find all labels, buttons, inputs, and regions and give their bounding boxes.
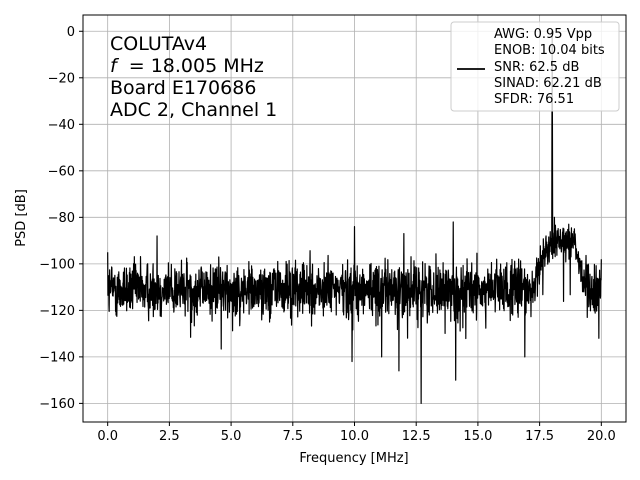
x-tick-label: 5.0 (221, 429, 242, 444)
x-tick-label: 10.0 (340, 429, 369, 444)
tick-layer: 0.0 2.5 5.0 7.5 10.0 12.5 15.0 17.5 20.0 0 −20 −40 −… (39, 25, 616, 444)
annotation-frequency: = 18.005 MHz (129, 55, 264, 77)
y-tick-label: −80 (48, 211, 75, 226)
annotation-block: COLUTAv4 f = 18.005 MHz Board E170686 AD… (110, 33, 277, 121)
annotation-line-2: f = 18.005 MHz (110, 55, 264, 77)
y-tick-label: −120 (39, 304, 75, 319)
x-tick-label: 15.0 (463, 429, 492, 444)
legend-line-5: SFDR: 76.51 (494, 92, 574, 107)
legend-line-4: SINAD: 62.21 dB (494, 76, 602, 91)
annotation-line-3: Board E170686 (110, 77, 256, 99)
annotation-line-4: ADC 2, Channel 1 (110, 99, 277, 121)
legend: AWG: 0.95 Vpp ENOB: 10.04 bits SNR: 62.5… (450, 21, 620, 112)
x-tick-label: 0.0 (97, 429, 118, 444)
x-tick-label: 7.5 (282, 429, 303, 444)
legend-line-2: ENOB: 10.04 bits (494, 43, 605, 58)
annotation-line-1: COLUTAv4 (110, 33, 207, 55)
legend-line-3: SNR: 62.5 dB (494, 60, 579, 75)
y-tick-label: −160 (39, 397, 75, 412)
y-tick-label: −100 (39, 257, 75, 272)
x-tick-label: 2.5 (159, 429, 180, 444)
y-tick-label: −40 (48, 118, 75, 133)
y-tick-label: −60 (48, 164, 75, 179)
x-tick-label: 12.5 (402, 429, 431, 444)
x-tick-label: 17.5 (525, 429, 554, 444)
psd-series-line (107, 30, 602, 404)
y-tick-label: 0 (67, 25, 75, 40)
legend-box (450, 21, 620, 112)
annotation-italic-f: f (110, 55, 120, 77)
x-axis-label: Frequency [MHz] (299, 451, 408, 466)
y-tick-label: −140 (39, 350, 75, 365)
y-axis-label: PSD [dB] (14, 189, 29, 247)
legend-line-1: AWG: 0.95 Vpp (494, 27, 592, 42)
x-tick-label: 20.0 (587, 429, 616, 444)
y-tick-label: −20 (48, 71, 75, 86)
